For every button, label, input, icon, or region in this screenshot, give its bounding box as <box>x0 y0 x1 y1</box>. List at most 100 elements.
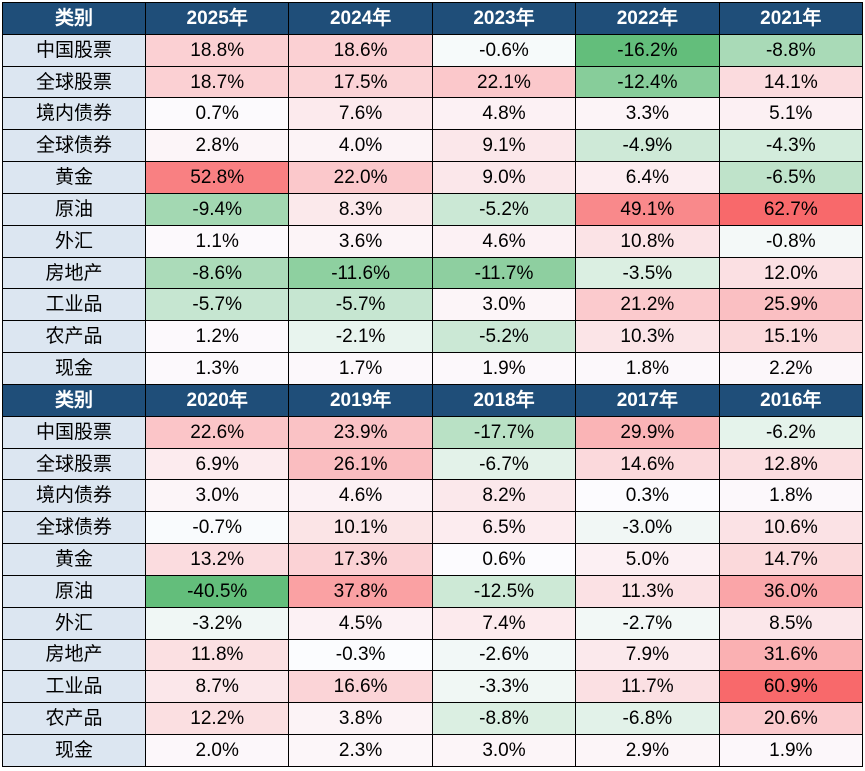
value-cell: 1.2% <box>144 320 290 354</box>
value-cell: 10.3% <box>575 320 720 354</box>
corner-header-cell: 类别 <box>2 2 146 35</box>
value-cell: -6.5% <box>718 161 864 194</box>
value-cell: 11.7% <box>575 670 720 704</box>
category-cell: 全球股票 <box>2 65 146 99</box>
value-cell: -17.7% <box>431 415 577 449</box>
header-row-section-1: 类别 2025年 2024年 2023年 2022年 2021年 <box>2 2 864 35</box>
category-cell: 中国股票 <box>2 33 146 67</box>
year-header-cell: 2023年 <box>431 2 577 35</box>
value-cell: 1.7% <box>288 352 433 385</box>
value-cell: 37.8% <box>288 574 433 608</box>
value-cell: 1.3% <box>144 352 290 385</box>
category-cell: 房地产 <box>2 256 146 290</box>
value-cell: -9.4% <box>144 192 290 226</box>
table-row: 中国股票 18.8% 18.6% -0.6% -16.2% -8.8% <box>2 33 864 67</box>
year-header-cell: 2020年 <box>144 383 290 417</box>
value-cell: -0.8% <box>718 224 864 258</box>
value-cell: 18.8% <box>144 33 290 67</box>
table-row: 黄金 52.8% 22.0% 9.0% 6.4% -6.5% <box>2 161 864 194</box>
value-cell: 10.6% <box>718 511 864 545</box>
value-cell: 13.2% <box>144 543 290 576</box>
value-cell: 7.9% <box>575 638 720 672</box>
year-header-cell: 2016年 <box>718 383 864 417</box>
table-row: 境内债券 0.7% 7.6% 4.8% 3.3% 5.1% <box>2 97 864 131</box>
value-cell: 0.3% <box>575 479 720 513</box>
table-row: 工业品 8.7% 16.6% -3.3% 11.7% 60.9% <box>2 670 864 704</box>
value-cell: 1.1% <box>144 224 290 258</box>
value-cell: 52.8% <box>144 161 290 194</box>
category-cell: 全球股票 <box>2 447 146 481</box>
table-row: 农产品 12.2% 3.8% -8.8% -6.8% 20.6% <box>2 702 864 736</box>
value-cell: 1.8% <box>575 352 720 385</box>
table-row: 全球债券 -0.7% 10.1% 6.5% -3.0% 10.6% <box>2 511 864 545</box>
value-cell: -2.6% <box>431 638 577 672</box>
value-cell: -40.5% <box>144 574 290 608</box>
value-cell: -0.3% <box>288 638 433 672</box>
value-cell: 6.4% <box>575 161 720 194</box>
corner-header-cell: 类别 <box>2 383 146 417</box>
value-cell: 16.6% <box>288 670 433 704</box>
value-cell: 26.1% <box>288 447 433 481</box>
category-cell: 境内债券 <box>2 479 146 513</box>
value-cell: -6.7% <box>431 447 577 481</box>
value-cell: 5.1% <box>718 97 864 131</box>
value-cell: 17.5% <box>288 65 433 99</box>
value-cell: 4.8% <box>431 97 577 131</box>
value-cell: -12.4% <box>575 65 720 99</box>
value-cell: 60.9% <box>718 670 864 704</box>
value-cell: -8.8% <box>431 702 577 736</box>
value-cell: 22.0% <box>288 161 433 194</box>
table-row: 原油 -9.4% 8.3% -5.2% 49.1% 62.7% <box>2 192 864 226</box>
value-cell: 0.7% <box>144 97 290 131</box>
value-cell: 2.2% <box>718 352 864 385</box>
value-cell: -2.1% <box>288 320 433 354</box>
table-row: 黄金 13.2% 17.3% 0.6% 5.0% 14.7% <box>2 543 864 576</box>
category-cell: 工业品 <box>2 670 146 704</box>
value-cell: -2.7% <box>575 606 720 640</box>
category-cell: 黄金 <box>2 543 146 576</box>
value-cell: 5.0% <box>575 543 720 576</box>
category-cell: 原油 <box>2 192 146 226</box>
value-cell: 3.3% <box>575 97 720 131</box>
value-cell: 7.4% <box>431 606 577 640</box>
category-cell: 外汇 <box>2 224 146 258</box>
value-cell: 3.0% <box>431 288 577 322</box>
value-cell: 23.9% <box>288 415 433 449</box>
value-cell: -3.5% <box>575 256 720 290</box>
year-header-cell: 2022年 <box>575 2 720 35</box>
value-cell: 8.3% <box>288 192 433 226</box>
value-cell: 25.9% <box>718 288 864 322</box>
value-cell: -3.3% <box>431 670 577 704</box>
category-cell: 黄金 <box>2 161 146 194</box>
value-cell: 1.9% <box>718 734 864 767</box>
table-row: 房地产 11.8% -0.3% -2.6% 7.9% 31.6% <box>2 638 864 672</box>
value-cell: -11.7% <box>431 256 577 290</box>
value-cell: 4.0% <box>288 129 433 163</box>
table-row: 工业品 -5.7% -5.7% 3.0% 21.2% 25.9% <box>2 288 864 322</box>
value-cell: 36.0% <box>718 574 864 608</box>
value-cell: 6.9% <box>144 447 290 481</box>
value-cell: 4.6% <box>431 224 577 258</box>
value-cell: 4.6% <box>288 479 433 513</box>
category-cell: 中国股票 <box>2 415 146 449</box>
value-cell: -0.6% <box>431 33 577 67</box>
value-cell: 22.1% <box>431 65 577 99</box>
value-cell: 2.3% <box>288 734 433 767</box>
category-cell: 全球债券 <box>2 129 146 163</box>
table-row: 原油 -40.5% 37.8% -12.5% 11.3% 36.0% <box>2 574 864 608</box>
value-cell: 2.9% <box>575 734 720 767</box>
value-cell: 1.8% <box>718 479 864 513</box>
value-cell: 11.8% <box>144 638 290 672</box>
header-row-section-2: 类别 2020年 2019年 2018年 2017年 2016年 <box>2 383 864 417</box>
value-cell: 6.5% <box>431 511 577 545</box>
value-cell: 14.6% <box>575 447 720 481</box>
category-cell: 现金 <box>2 352 146 385</box>
value-cell: 62.7% <box>718 192 864 226</box>
value-cell: 12.2% <box>144 702 290 736</box>
value-cell: 22.6% <box>144 415 290 449</box>
value-cell: 8.2% <box>431 479 577 513</box>
category-cell: 工业品 <box>2 288 146 322</box>
value-cell: -12.5% <box>431 574 577 608</box>
value-cell: 8.7% <box>144 670 290 704</box>
